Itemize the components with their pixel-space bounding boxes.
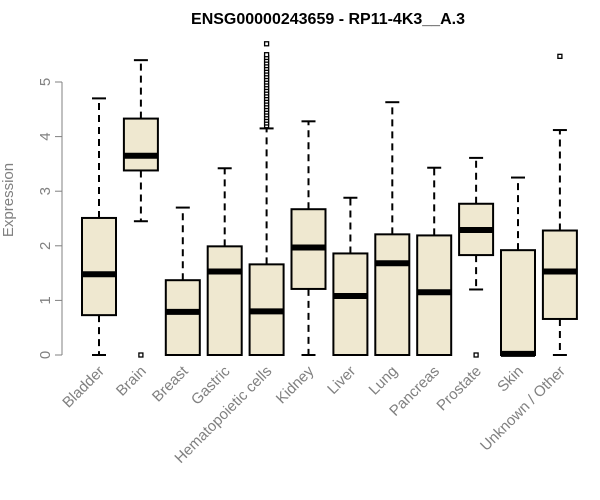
x-category-label: Liver (324, 363, 359, 398)
outlier-point (138, 352, 144, 358)
box-unknown-other (541, 53, 578, 356)
box-kidney (290, 120, 327, 356)
x-category-label: Brain (113, 363, 150, 400)
iqr-box (122, 117, 159, 172)
y-axis: 0 1 2 3 4 5 (37, 78, 63, 359)
iqr-box (164, 279, 201, 356)
outlier-point (473, 352, 479, 358)
iqr-box (416, 234, 453, 356)
x-category-label: Breast (149, 362, 192, 405)
y-axis-label: Expression (0, 163, 17, 237)
x-category-label: Bladder (59, 363, 108, 412)
box-bladder (81, 97, 117, 356)
box-gastric (206, 167, 243, 356)
box-prostate (458, 156, 495, 358)
chart-title: ENSG00000243659 - RP11-4K3__A.3 (191, 11, 465, 28)
y-tick-label: 3 (37, 187, 54, 195)
x-category-label: Kidney (273, 362, 318, 407)
box-breast (164, 206, 201, 356)
box-brain (122, 59, 159, 358)
outlier-point (263, 41, 270, 47)
box-pancreas (416, 166, 453, 356)
box-lung (374, 101, 411, 356)
box-hematopoietic-cells (248, 41, 285, 357)
iqr-box (81, 216, 117, 317)
outlier-point (263, 52, 270, 58)
box-skin (500, 176, 536, 357)
y-tick-label: 2 (37, 242, 54, 250)
x-category-label: Prostate (433, 363, 485, 415)
iqr-box (374, 233, 411, 356)
y-tick-label: 1 (37, 296, 54, 304)
iqr-box (500, 249, 536, 356)
x-category-label: Lung (366, 363, 402, 399)
box-series (81, 41, 578, 358)
x-category-label: Skin (494, 363, 527, 396)
iqr-box (206, 245, 243, 356)
y-tick-label: 0 (37, 351, 54, 359)
iqr-box (332, 252, 369, 356)
box-liver (332, 196, 369, 356)
iqr-box (541, 229, 578, 320)
y-tick-label: 5 (37, 78, 54, 86)
outlier-point (557, 53, 563, 59)
y-tick-label: 4 (37, 132, 54, 140)
